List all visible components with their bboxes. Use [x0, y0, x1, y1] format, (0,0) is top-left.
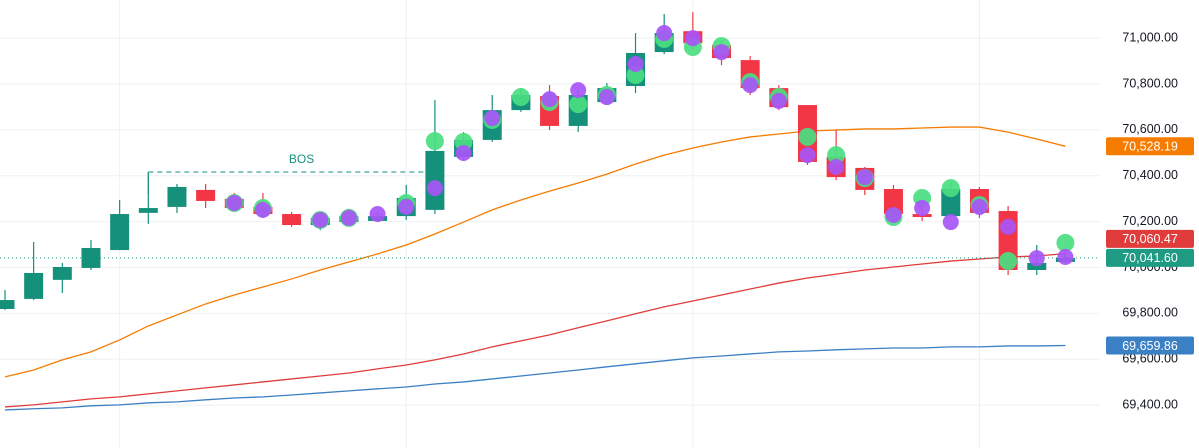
- y-tick-label: 71,000.00: [1122, 30, 1178, 44]
- signal-dot: [999, 252, 1018, 271]
- price-tag: [1106, 248, 1194, 267]
- ma-line: [4, 126, 1066, 378]
- signal-dot: [455, 145, 472, 162]
- candle-body: [24, 272, 44, 299]
- signal-dot: [569, 95, 588, 114]
- signal-dot: [742, 77, 759, 94]
- signal-dot: [425, 132, 444, 151]
- price-tag-label: 70,528.19: [1122, 140, 1178, 154]
- price-tag-label: 70,060.47: [1122, 232, 1178, 246]
- signal-dot: [1056, 233, 1075, 252]
- y-tick-label: 70,200.00: [1122, 214, 1178, 228]
- signal-dot: [798, 127, 817, 146]
- candle-body: [0, 300, 15, 309]
- y-tick-label: 69,400.00: [1122, 397, 1178, 411]
- grid: [0, 0, 1100, 448]
- signal-dot: [1057, 248, 1074, 265]
- signal-dot: [627, 56, 644, 72]
- price-tag-label: 70,041.60: [1122, 251, 1178, 265]
- signal-dot: [426, 180, 443, 197]
- candle-body: [941, 189, 961, 217]
- ma-line: [4, 252, 1066, 408]
- candle-body: [167, 186, 187, 207]
- price-tag: [1106, 229, 1194, 248]
- plot: BOS: [0, 12, 1100, 411]
- signal-dot: [340, 209, 357, 226]
- signal-dot: [885, 206, 902, 223]
- signal-dot: [484, 110, 501, 127]
- signal-dot: [254, 201, 271, 218]
- price-axis: 69,400.0069,600.0069,800.0070,000.0070,2…: [1106, 30, 1194, 411]
- signal-dot: [828, 158, 845, 175]
- y-tick-label: 70,400.00: [1122, 168, 1178, 182]
- signal-dot: [369, 206, 386, 223]
- signal-dot: [856, 169, 873, 186]
- candle-body: [52, 267, 72, 280]
- candle-body: [282, 214, 302, 226]
- signal-dot: [770, 92, 787, 109]
- price-tag: [1106, 137, 1194, 156]
- price-tag: [1106, 336, 1194, 355]
- candle-body: [110, 214, 130, 251]
- signal-dot: [1028, 250, 1045, 267]
- y-tick-label: 70,800.00: [1122, 76, 1178, 90]
- signal-dot: [398, 198, 415, 215]
- ma-line: [4, 344, 1066, 411]
- signal-dot: [941, 179, 960, 198]
- y-tick-label: 69,600.00: [1122, 352, 1178, 366]
- signal-dot: [799, 147, 816, 164]
- price-tag-label: 69,659.86: [1122, 339, 1178, 353]
- signal-dot: [914, 200, 931, 217]
- signal-dot: [541, 91, 558, 108]
- bos-label: BOS: [289, 152, 314, 166]
- signal-dot: [656, 25, 673, 42]
- signal-dot: [312, 211, 329, 228]
- signal-dot: [827, 146, 846, 165]
- candle-body: [81, 247, 101, 268]
- y-tick-label: 70,600.00: [1122, 122, 1178, 136]
- signal-dot: [684, 30, 701, 47]
- candle-body: [196, 189, 216, 201]
- signal-dot: [511, 88, 530, 107]
- signal-dot: [570, 82, 587, 99]
- signal-dot: [971, 198, 988, 215]
- signal-dot: [1000, 218, 1017, 235]
- signal-dot: [226, 195, 243, 212]
- signal-dot: [942, 214, 959, 231]
- y-tick-label: 69,800.00: [1122, 306, 1178, 320]
- signal-dot: [713, 44, 730, 61]
- candle-body: [1027, 262, 1047, 270]
- signal-dot: [598, 89, 615, 106]
- candle-body: [138, 208, 158, 213]
- candle-body: [883, 189, 903, 215]
